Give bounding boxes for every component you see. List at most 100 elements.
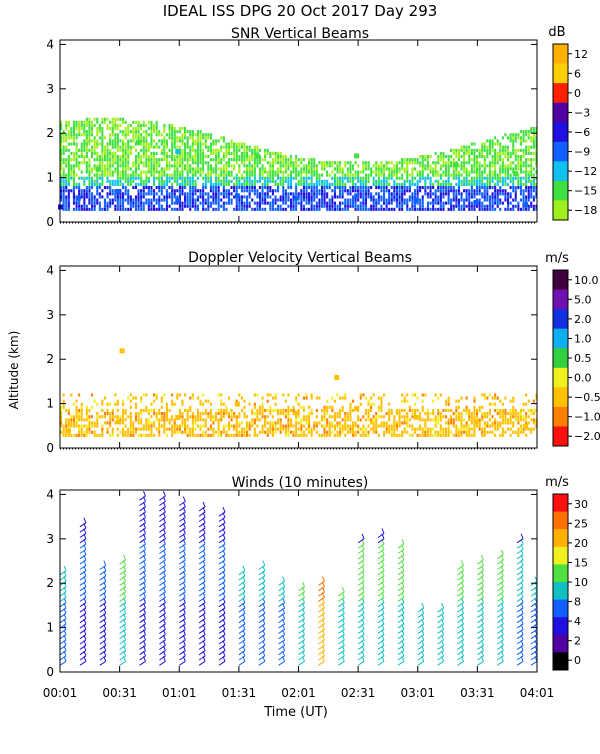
data-cell — [471, 164, 473, 167]
data-cell — [249, 421, 251, 424]
data-cell — [373, 202, 375, 205]
data-cell — [337, 425, 339, 428]
data-cell — [262, 192, 264, 195]
plot-data — [58, 118, 538, 211]
data-cell — [114, 167, 116, 170]
data-cell — [479, 421, 481, 424]
data-cell — [143, 139, 145, 142]
data-cell — [393, 167, 395, 170]
data-cell — [143, 149, 145, 152]
data-cell — [280, 180, 282, 183]
data-cell — [81, 431, 83, 434]
data-cell — [337, 167, 339, 170]
data-cell — [530, 139, 532, 142]
data-cell — [484, 155, 486, 158]
data-cell — [107, 143, 109, 146]
data-cell — [308, 428, 310, 431]
data-cell — [386, 421, 388, 424]
data-cell — [368, 425, 370, 428]
data-cell — [455, 199, 457, 202]
data-cell — [269, 208, 271, 211]
data-cell — [458, 177, 460, 180]
data-cell — [339, 195, 341, 198]
data-cell — [262, 431, 264, 434]
data-cell — [148, 127, 150, 130]
data-cell — [254, 174, 256, 177]
data-cell — [530, 418, 532, 421]
data-cell — [189, 164, 191, 167]
data-cell — [311, 183, 313, 186]
data-cell — [515, 415, 517, 418]
data-cell — [254, 406, 256, 409]
data-cell — [287, 393, 289, 396]
data-cell — [83, 146, 85, 149]
data-cell — [91, 431, 93, 434]
data-cell — [119, 161, 121, 164]
data-cell — [528, 415, 530, 418]
data-cell — [507, 149, 509, 152]
colorbar: m/s10.05.02.01.00.50.0−0.5−1.0−2.0 — [545, 251, 600, 447]
data-cell — [220, 403, 222, 406]
data-cell — [290, 180, 292, 183]
data-cell — [365, 205, 367, 208]
data-cell — [210, 180, 212, 183]
data-cell — [150, 425, 152, 428]
data-cell — [324, 199, 326, 202]
data-cell — [122, 208, 124, 211]
data-cell — [254, 171, 256, 174]
data-cell — [78, 133, 80, 136]
data-cell — [357, 174, 359, 177]
data-cell — [393, 164, 395, 167]
data-cell — [277, 167, 279, 170]
data-cell — [241, 428, 243, 431]
wind-barb — [80, 661, 86, 665]
data-cell — [520, 136, 522, 139]
data-cell — [81, 146, 83, 149]
data-cell — [181, 127, 183, 130]
data-cell — [458, 415, 460, 418]
data-cell — [96, 189, 98, 192]
data-cell — [324, 412, 326, 415]
data-cell — [326, 174, 328, 177]
data-cell — [83, 431, 85, 434]
data-cell — [329, 425, 331, 428]
data-cell — [236, 421, 238, 424]
data-cell — [510, 412, 512, 415]
data-cell — [504, 133, 506, 136]
data-cell — [453, 412, 455, 415]
data-cell — [210, 146, 212, 149]
data-cell — [455, 428, 457, 431]
data-cell — [471, 205, 473, 208]
data-cell — [326, 425, 328, 428]
data-cell — [256, 202, 258, 205]
data-cell — [440, 195, 442, 198]
data-cell — [272, 199, 274, 202]
data-cell — [326, 195, 328, 198]
data-cell — [148, 192, 150, 195]
data-cell — [68, 177, 70, 180]
data-cell — [189, 202, 191, 205]
data-cell — [349, 412, 351, 415]
data-cell — [86, 412, 88, 415]
data-cell — [435, 393, 437, 396]
data-cell — [143, 161, 145, 164]
data-cell — [419, 425, 421, 428]
data-cell — [492, 192, 494, 195]
data-cell — [455, 412, 457, 415]
data-point — [513, 171, 518, 176]
data-cell — [138, 161, 140, 164]
data-cell — [200, 403, 202, 406]
data-cell — [161, 171, 163, 174]
data-cell — [171, 174, 173, 177]
data-cell — [254, 167, 256, 170]
data-cell — [179, 146, 181, 149]
data-cell — [181, 136, 183, 139]
data-cell — [243, 428, 245, 431]
data-cell — [468, 158, 470, 161]
colorbar-swatch — [553, 200, 568, 220]
data-cell — [70, 189, 72, 192]
data-cell — [176, 189, 178, 192]
data-cell — [153, 208, 155, 211]
data-cell — [176, 164, 178, 167]
data-cell — [461, 418, 463, 421]
